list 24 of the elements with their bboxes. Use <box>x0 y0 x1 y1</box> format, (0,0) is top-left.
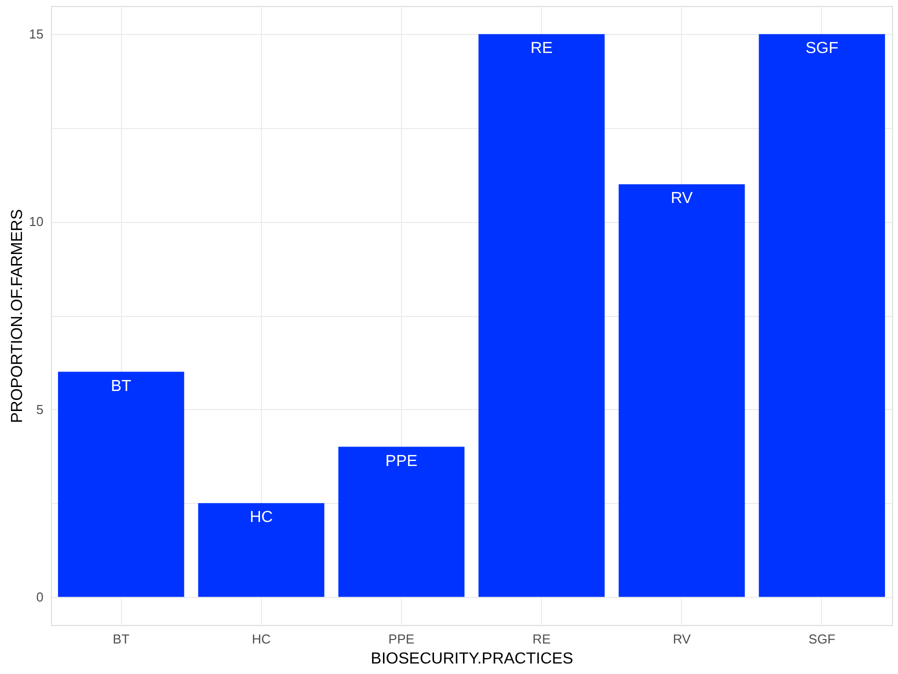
bar <box>198 503 324 597</box>
x-axis-title: BIOSECURITY.PRACTICES <box>370 650 574 668</box>
y-tick-label: 10 <box>29 214 44 230</box>
annotation: PPE <box>385 452 418 470</box>
y-tick-label: 5 <box>36 402 44 417</box>
y-tick-label: 15 <box>29 26 44 42</box>
annotation: BT <box>110 378 132 395</box>
x-tick-label: BT <box>112 632 130 646</box>
x-tick-label: RV <box>672 632 691 646</box>
annotation: SGF <box>805 40 839 58</box>
bar <box>58 372 184 597</box>
x-tick-label: SGF <box>808 632 836 646</box>
x-tick-label: HC <box>252 632 271 646</box>
y-tick-label: 0 <box>36 589 44 604</box>
bar <box>478 34 605 597</box>
x-tick-label: RE <box>532 632 551 646</box>
bar <box>618 184 745 597</box>
annotation: RV <box>670 190 694 208</box>
x-tick-label: PPE <box>388 632 415 646</box>
bar <box>338 446 464 597</box>
y-axis-title: PROPORTION.OF.FARMERS <box>9 209 26 423</box>
annotation: HC <box>250 509 273 526</box>
bar <box>758 34 885 597</box>
annotation: RE <box>530 40 553 58</box>
